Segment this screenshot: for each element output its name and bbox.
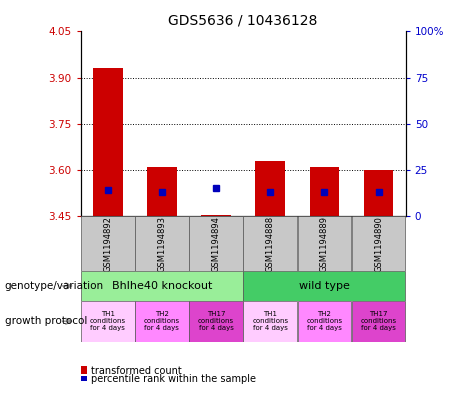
Bar [255,161,285,216]
Bar [81,301,135,342]
Bar [189,216,243,271]
Text: TH2
conditions
for 4 days: TH2 conditions for 4 days [307,311,343,331]
Text: GSM1194889: GSM1194889 [320,216,329,272]
Bar [189,301,243,342]
Bar [298,301,351,342]
Bar [243,216,297,271]
Text: TH1
conditions
for 4 days: TH1 conditions for 4 days [90,311,126,331]
Text: transformed count: transformed count [91,366,182,376]
Text: Bhlhe40 knockout: Bhlhe40 knockout [112,281,212,291]
Text: GSM1194894: GSM1194894 [212,216,221,272]
Text: TH17
conditions
for 4 days: TH17 conditions for 4 days [198,311,234,331]
Text: TH17
conditions
for 4 days: TH17 conditions for 4 days [361,311,396,331]
Text: percentile rank within the sample: percentile rank within the sample [91,374,256,384]
Bar [93,68,123,216]
Bar [243,301,297,342]
Text: GSM1194893: GSM1194893 [157,216,166,272]
Bar [135,301,189,342]
Text: GSM1194888: GSM1194888 [266,216,275,272]
Text: genotype/variation: genotype/variation [5,281,104,291]
Text: wild type: wild type [299,281,350,291]
Text: TH1
conditions
for 4 days: TH1 conditions for 4 days [252,311,288,331]
Bar [201,215,231,216]
Title: GDS5636 / 10436128: GDS5636 / 10436128 [168,13,318,28]
Bar [298,216,351,271]
Text: GSM1194892: GSM1194892 [103,216,112,272]
Text: TH2
conditions
for 4 days: TH2 conditions for 4 days [144,311,180,331]
Bar [81,271,243,301]
Bar [352,301,405,342]
Text: GSM1194890: GSM1194890 [374,216,383,272]
Bar [147,167,177,216]
Bar [364,170,394,216]
Bar [243,271,405,301]
Bar [352,216,405,271]
Bar [81,216,135,271]
Bar [135,216,189,271]
Text: growth protocol: growth protocol [5,316,87,326]
Bar [309,167,339,216]
